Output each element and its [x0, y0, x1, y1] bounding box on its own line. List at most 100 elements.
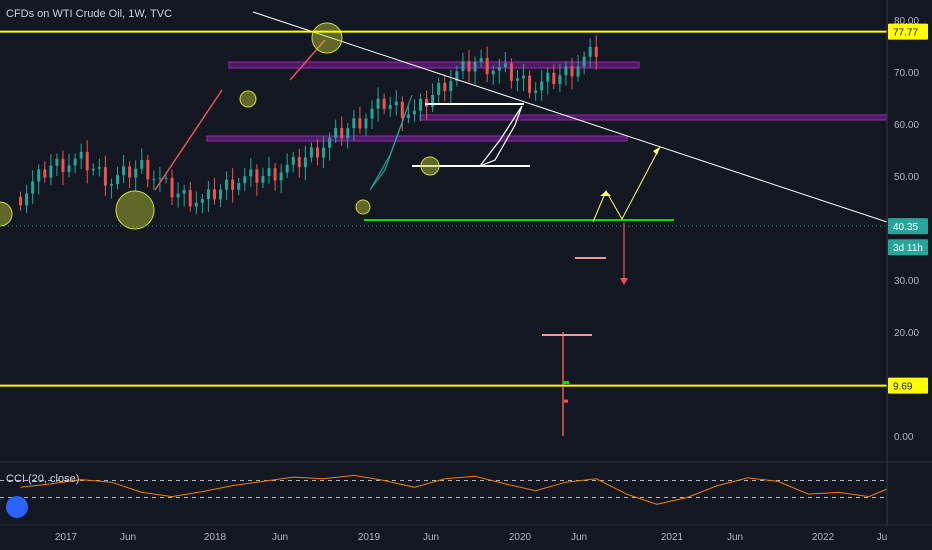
candle-body: [425, 98, 429, 107]
descending-trendline: [252, 11, 888, 223]
x-tick-label: Jun: [727, 532, 743, 543]
cci-panel: 0.00: [0, 474, 932, 505]
candle-body: [122, 166, 126, 176]
price-label-text: 77.77: [893, 28, 918, 39]
candle-body: [370, 108, 374, 119]
candle-body: [231, 179, 235, 190]
annotations: [0, 11, 888, 384]
candle-body: [576, 66, 580, 77]
highlight-circle: [420, 156, 440, 176]
candle-body: [79, 151, 83, 159]
low-marker: [563, 381, 569, 384]
x-tick-label: Jun: [120, 532, 136, 543]
candle-body: [73, 158, 77, 166]
cci-line: [20, 474, 932, 505]
candle-body: [176, 193, 180, 198]
x-tick-label: 2018: [204, 532, 227, 543]
candle-body: [55, 158, 59, 166]
candle-body: [479, 57, 483, 62]
x-tick-label: Jun: [423, 532, 439, 543]
candle-body: [564, 66, 568, 76]
candle-body: [267, 168, 271, 176]
candle-body: [315, 147, 319, 158]
candle-body: [406, 114, 410, 119]
horizontal-levels: [0, 30, 887, 387]
candle-body: [340, 127, 344, 139]
candle-body: [546, 72, 550, 82]
rising-channel: [369, 94, 413, 191]
candle-body: [467, 61, 471, 72]
x-tick-label: Ju: [877, 532, 888, 543]
candle-body: [273, 168, 277, 181]
resistance-zone: [228, 61, 640, 69]
candle-body: [261, 176, 265, 183]
candle-body: [128, 166, 132, 178]
highlight-circle: [0, 201, 13, 227]
candle-body: [522, 75, 526, 79]
candle-body: [249, 169, 253, 177]
candle-body: [515, 78, 519, 81]
candle-body: [91, 168, 95, 171]
candle-body: [109, 184, 113, 186]
candle-body: [352, 118, 356, 129]
candle-body: [212, 189, 216, 200]
candle-body: [552, 72, 556, 84]
candle-body: [443, 82, 447, 91]
candle-body: [19, 196, 23, 206]
candle-body: [85, 151, 89, 171]
x-tick-label: 2019: [358, 532, 381, 543]
candle-body: [31, 181, 35, 194]
candle-body: [382, 98, 386, 109]
candle-body: [364, 118, 368, 129]
candle-body: [437, 82, 441, 95]
candle-body: [309, 147, 313, 158]
candle-body: [570, 66, 574, 77]
candle-body: [200, 199, 204, 203]
candle-body: [206, 189, 210, 200]
y-tick-label: 60.00: [894, 120, 919, 131]
highlight-circle: [311, 22, 343, 54]
candle-body: [449, 81, 453, 91]
candle-body: [503, 63, 507, 68]
price-label-text: 3d 11h: [893, 243, 923, 254]
candle-body: [431, 94, 435, 107]
candle-body: [43, 169, 47, 178]
y-tick-label: 30.00: [894, 276, 919, 287]
candle-body: [394, 101, 398, 106]
x-tick-label: 2022: [812, 532, 835, 543]
candle-body: [182, 190, 186, 194]
candle-body: [388, 105, 392, 109]
price-label-box: [888, 239, 928, 256]
candle-body: [237, 183, 241, 190]
impulse-line: [154, 89, 223, 191]
candle-body: [334, 127, 338, 138]
x-tick-label: Jun: [571, 532, 587, 543]
candle-body: [291, 157, 295, 165]
y-tick-label: 80.00: [894, 16, 919, 27]
candle-body: [558, 75, 562, 84]
candle-body: [103, 167, 107, 186]
resistance-zone: [419, 114, 888, 121]
crash-body: [564, 399, 568, 403]
projection-arrow: [653, 147, 660, 155]
price-label-text: 9.69: [893, 382, 913, 393]
candle-body: [400, 101, 404, 119]
y-tick-label: 70.00: [894, 68, 919, 79]
candle-body: [322, 147, 326, 158]
highlight-circle: [355, 199, 371, 215]
candle-body: [219, 189, 223, 200]
price-label-box: [888, 23, 928, 40]
candle-body: [61, 158, 65, 173]
candle-body: [297, 157, 301, 168]
candle-body: [540, 81, 544, 91]
candle-body: [188, 190, 192, 207]
price-label-box: [888, 377, 928, 394]
candle-body: [528, 75, 532, 94]
candle-body: [376, 98, 380, 109]
y-tick-label: 0.00: [894, 432, 914, 443]
tradingview-logo-icon[interactable]: [6, 496, 28, 518]
candle-body: [164, 177, 168, 179]
candle-body: [303, 157, 307, 168]
x-tick-label: 2017: [55, 532, 78, 543]
